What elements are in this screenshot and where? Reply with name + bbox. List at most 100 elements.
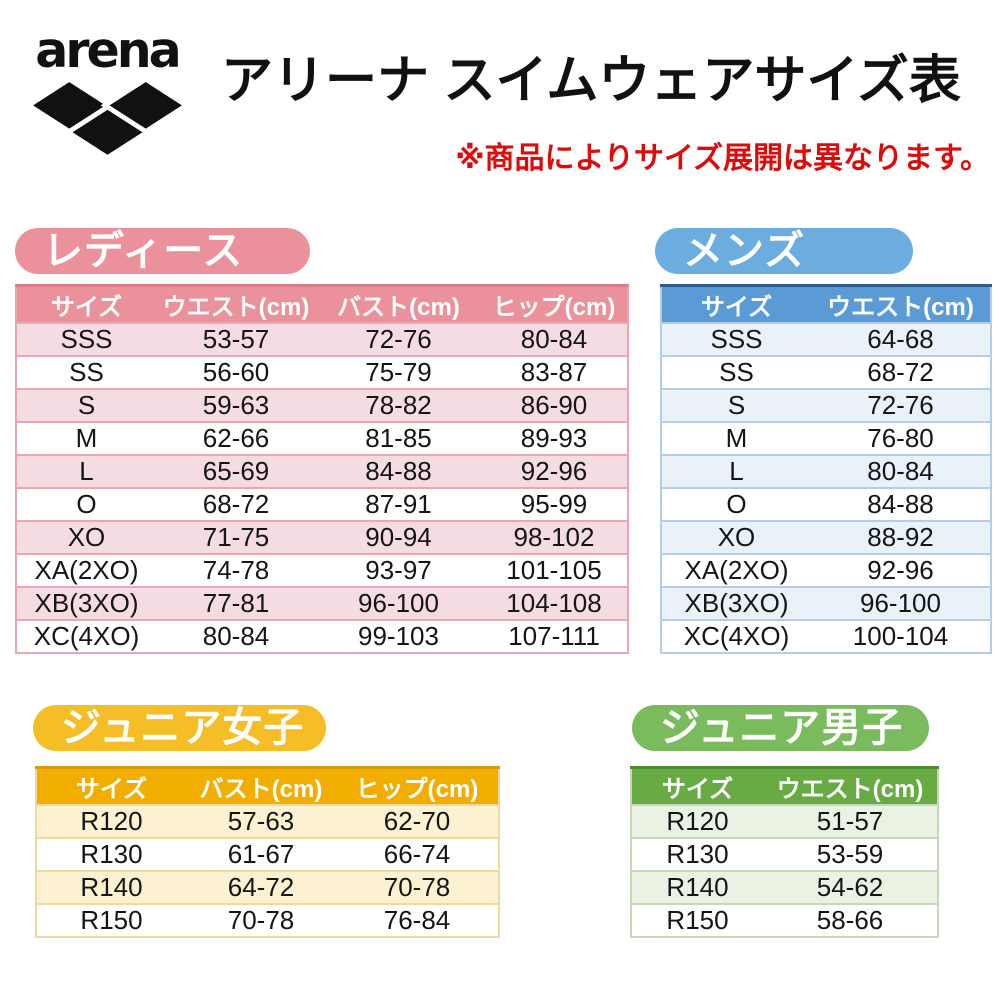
table-row: R150 58-66 — [631, 903, 938, 937]
header-row: サイズ ウエスト(cm) バスト(cm) ヒップ(cm) — [16, 284, 628, 323]
table-cell: M — [661, 421, 811, 455]
column-header: ウエスト(cm) — [811, 284, 991, 323]
table-cell: XB(3XO) — [661, 586, 811, 620]
table-cell: 62-66 — [156, 421, 316, 455]
table-cell: 76-80 — [811, 421, 991, 455]
arena-logo-mark-icon — [29, 77, 185, 155]
table-cell: SS — [661, 355, 811, 389]
table-cell: 93-97 — [316, 553, 481, 587]
table-row: XO 71-75 90-94 98-102 — [16, 520, 628, 554]
size-table: サイズ バスト(cm) ヒップ(cm) R120 57-63 62-70 R130 61-67… — [35, 766, 500, 938]
column-header: サイズ — [16, 284, 156, 323]
table-cell: 65-69 — [156, 454, 316, 488]
table-cell: 83-87 — [481, 355, 628, 389]
arena-logo: arena — [28, 26, 186, 166]
table-row: M 76-80 — [661, 421, 991, 455]
table-row: XO 88-92 — [661, 520, 991, 554]
table-cell: 56-60 — [156, 355, 316, 389]
table-cell: 75-79 — [316, 355, 481, 389]
table-row: R150 70-78 76-84 — [36, 903, 499, 937]
table-cell: XA(2XO) — [16, 553, 156, 587]
table-cell: 80-84 — [156, 619, 316, 653]
table-cell: 107-111 — [481, 619, 628, 653]
table-cell: XA(2XO) — [661, 553, 811, 587]
table-cell: SSS — [661, 322, 811, 356]
table-cell: XO — [661, 520, 811, 554]
table-cell: R150 — [36, 903, 186, 937]
table-cell: R140 — [631, 870, 763, 904]
table-cell: M — [16, 421, 156, 455]
table-row: R130 61-67 66-74 — [36, 837, 499, 871]
table-cell: 96-100 — [811, 586, 991, 620]
column-header: バスト(cm) — [316, 284, 481, 323]
table-cell: 77-81 — [156, 586, 316, 620]
table-cell: 72-76 — [316, 322, 481, 356]
table-cell: 88-92 — [811, 520, 991, 554]
table-cell: 68-72 — [156, 487, 316, 521]
table-cell: 58-66 — [763, 903, 938, 937]
column-header: ウエスト(cm) — [156, 284, 316, 323]
junior-boys-size-table: サイズ ウエスト(cm) R120 51-57 R130 53-59 R140 54-62 R1… — [630, 766, 939, 938]
table-row: XB(3XO) 96-100 — [661, 586, 991, 620]
table-cell: 61-67 — [186, 837, 336, 871]
table-cell: SS — [16, 355, 156, 389]
table-cell: O — [661, 487, 811, 521]
size-variation-note: ※商品によりサイズ展開は異なります。 — [455, 142, 990, 175]
table-cell: L — [661, 454, 811, 488]
column-header: ヒップ(cm) — [336, 766, 499, 805]
table-cell: XB(3XO) — [16, 586, 156, 620]
table-cell: S — [661, 388, 811, 422]
table-row: M 62-66 81-85 89-93 — [16, 421, 628, 455]
column-header: サイズ — [631, 766, 763, 805]
table-row: L 80-84 — [661, 454, 991, 488]
table-cell: 92-96 — [481, 454, 628, 488]
table-cell: 96-100 — [316, 586, 481, 620]
table-cell: 95-99 — [481, 487, 628, 521]
table-row: R140 54-62 — [631, 870, 938, 904]
table-row: XC(4XO) 100-104 — [661, 619, 991, 653]
table-row: R120 57-63 62-70 — [36, 804, 499, 838]
header-row: サイズ バスト(cm) ヒップ(cm) — [36, 766, 499, 805]
table-row: XA(2XO) 74-78 93-97 101-105 — [16, 553, 628, 587]
table-cell: R120 — [36, 804, 186, 838]
table-cell: 64-72 — [186, 870, 336, 904]
arena-logo-text: arena — [35, 22, 181, 79]
table-cell: 68-72 — [811, 355, 991, 389]
table-row: XB(3XO) 77-81 96-100 104-108 — [16, 586, 628, 620]
table-cell: 74-78 — [156, 553, 316, 587]
table-row: S 59-63 78-82 86-90 — [16, 388, 628, 422]
table-cell: 64-68 — [811, 322, 991, 356]
header-row: サイズ ウエスト(cm) — [631, 766, 938, 805]
table-cell: 71-75 — [156, 520, 316, 554]
table-row: O 84-88 — [661, 487, 991, 521]
ladies-size-table: サイズ ウエスト(cm) バスト(cm) ヒップ(cm) SSS 53-57 72-76 80… — [15, 284, 629, 654]
table-row: XA(2XO) 92-96 — [661, 553, 991, 587]
table-cell: 70-78 — [336, 870, 499, 904]
table-cell: 98-102 — [481, 520, 628, 554]
table-cell: 78-82 — [316, 388, 481, 422]
table-cell: R130 — [631, 837, 763, 871]
table-row: SS 56-60 75-79 83-87 — [16, 355, 628, 389]
junior-boys-badge: ジュニア男子 — [632, 705, 929, 751]
table-cell: 81-85 — [316, 421, 481, 455]
table-row: SSS 53-57 72-76 80-84 — [16, 322, 628, 356]
table-cell: 89-93 — [481, 421, 628, 455]
table-cell: 53-57 — [156, 322, 316, 356]
table-row: SS 68-72 — [661, 355, 991, 389]
table-row: R120 51-57 — [631, 804, 938, 838]
table-cell: L — [16, 454, 156, 488]
column-header: ヒップ(cm) — [481, 284, 628, 323]
table-cell: 62-70 — [336, 804, 499, 838]
table-cell: 100-104 — [811, 619, 991, 653]
table-row: O 68-72 87-91 95-99 — [16, 487, 628, 521]
table-cell: 51-57 — [763, 804, 938, 838]
mens-badge: メンズ — [655, 228, 913, 274]
size-table: サイズ ウエスト(cm) SSS 64-68 SS 68-72 S 72-76 M 76-80 L 8… — [660, 284, 992, 654]
table-cell: O — [16, 487, 156, 521]
junior-girls-size-table: サイズ バスト(cm) ヒップ(cm) R120 57-63 62-70 R130 61-67… — [35, 766, 500, 938]
table-cell: S — [16, 388, 156, 422]
table-row: R140 64-72 70-78 — [36, 870, 499, 904]
table-cell: 80-84 — [481, 322, 628, 356]
page-title: アリーナ スイムウェアサイズ表 — [221, 52, 961, 110]
